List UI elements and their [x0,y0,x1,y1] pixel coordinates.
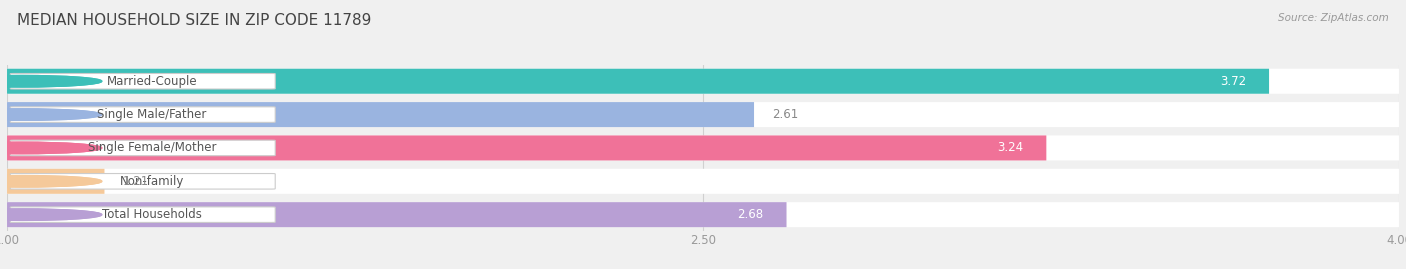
FancyBboxPatch shape [10,174,276,189]
Text: 2.68: 2.68 [737,208,763,221]
Text: Single Male/Father: Single Male/Father [97,108,207,121]
Circle shape [0,142,101,154]
Circle shape [0,109,101,120]
Text: 2.61: 2.61 [773,108,799,121]
FancyBboxPatch shape [7,102,754,127]
FancyBboxPatch shape [10,140,276,156]
FancyBboxPatch shape [7,136,1399,160]
Circle shape [0,76,101,87]
Circle shape [0,209,101,220]
Text: Non-family: Non-family [120,175,184,188]
Text: Total Households: Total Households [103,208,202,221]
FancyBboxPatch shape [7,69,1270,94]
Circle shape [0,176,101,187]
FancyBboxPatch shape [7,102,1399,127]
FancyBboxPatch shape [10,207,276,222]
FancyBboxPatch shape [7,169,1399,194]
Circle shape [0,109,101,120]
Circle shape [0,176,101,187]
Circle shape [0,142,101,154]
FancyBboxPatch shape [10,73,276,89]
FancyBboxPatch shape [7,169,104,194]
Circle shape [0,76,101,87]
Text: 3.72: 3.72 [1220,75,1246,88]
Text: Source: ZipAtlas.com: Source: ZipAtlas.com [1278,13,1389,23]
Text: MEDIAN HOUSEHOLD SIZE IN ZIP CODE 11789: MEDIAN HOUSEHOLD SIZE IN ZIP CODE 11789 [17,13,371,29]
Text: 1.21: 1.21 [124,175,149,188]
FancyBboxPatch shape [7,202,786,227]
FancyBboxPatch shape [7,136,1046,160]
Text: Married-Couple: Married-Couple [107,75,197,88]
Text: 3.24: 3.24 [997,141,1024,154]
FancyBboxPatch shape [10,107,276,122]
Text: Single Female/Mother: Single Female/Mother [87,141,217,154]
Circle shape [0,209,101,220]
FancyBboxPatch shape [7,69,1399,94]
FancyBboxPatch shape [7,202,1399,227]
